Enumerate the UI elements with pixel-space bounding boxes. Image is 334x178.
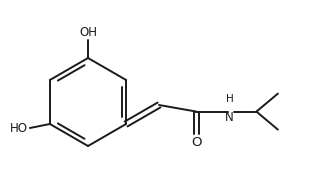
Text: HO: HO <box>10 122 28 135</box>
Text: H: H <box>225 94 233 104</box>
Text: O: O <box>191 136 202 149</box>
Text: OH: OH <box>79 26 97 39</box>
Text: N: N <box>225 111 234 124</box>
